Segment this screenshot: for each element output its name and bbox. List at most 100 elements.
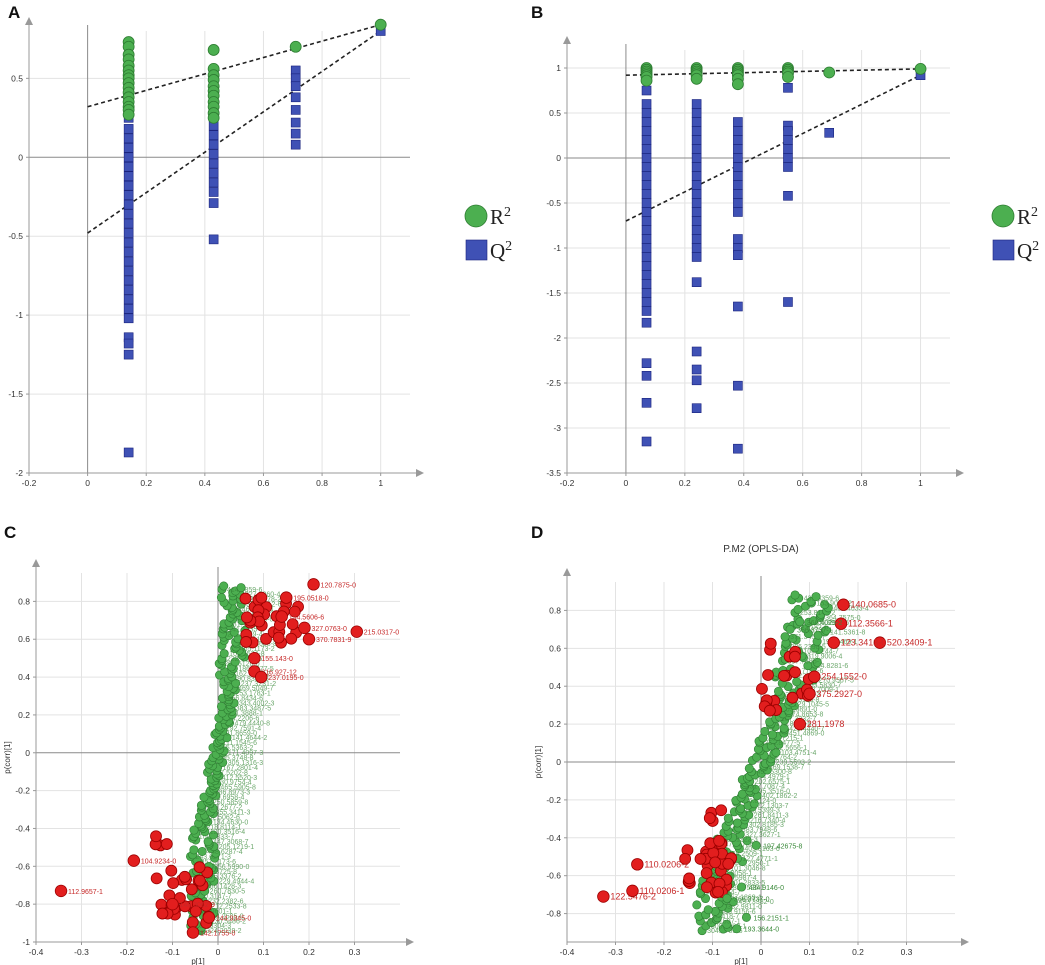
labeled-variable-point xyxy=(803,687,816,700)
variable-label: 250.5859-8 xyxy=(213,800,249,807)
significant-variable-point xyxy=(700,881,713,894)
variable-label: 302.8185-3 xyxy=(749,822,785,829)
labeled-variable-label: 156.2151-1 xyxy=(753,915,789,922)
variable-label: 400.9156-6 xyxy=(720,909,756,916)
q2-marker xyxy=(733,443,743,454)
significant-variable-point xyxy=(712,885,724,898)
panel-label: A xyxy=(8,3,20,22)
y-tick-label: -0.5 xyxy=(546,198,561,208)
labeled-variable-point xyxy=(631,858,644,871)
q2-marker xyxy=(691,162,702,172)
q2-marker xyxy=(123,247,134,257)
q2-marker xyxy=(733,380,743,391)
y-tick-label: 0.6 xyxy=(18,634,30,644)
variable-label: 171.4097-3 xyxy=(228,750,264,757)
x-tick-label: -0.3 xyxy=(608,947,623,957)
q2-marker xyxy=(783,126,793,136)
panel-b: B -0.2 0 0.2 0.4 0.6 0.8 1 -3.5 -3 -2.5 -2 -1.5 -1 -0.… xyxy=(531,3,1039,488)
y-tick-label: 0.4 xyxy=(18,672,30,682)
q2-marker xyxy=(641,252,652,262)
labeled-variable-point xyxy=(741,912,751,922)
y-tick-label: -3 xyxy=(553,423,561,433)
significant-variable-point xyxy=(178,870,191,883)
variable-label: 111.1545-6 xyxy=(223,740,257,747)
variable-point xyxy=(216,593,226,603)
y-tick-label: -0.2 xyxy=(15,786,30,796)
panel-label: B xyxy=(531,3,543,22)
q2-marker xyxy=(783,135,793,145)
variable-label: 295.3516-0 xyxy=(755,788,791,795)
q2-marker xyxy=(208,198,219,208)
x-tick-label: -0.2 xyxy=(657,947,672,957)
variable-point xyxy=(230,657,240,667)
q2-marker xyxy=(123,190,134,200)
q2-marker xyxy=(641,306,652,316)
variable-label: 451.4869-0 xyxy=(789,731,825,738)
legend-r2-label: R2 xyxy=(1017,205,1038,229)
x-axis-arrow xyxy=(416,469,424,477)
labeled-variable-label: 215.0317-0 xyxy=(364,630,400,637)
variable-label: 479.4440-8 xyxy=(235,720,271,727)
variable-point xyxy=(820,600,830,610)
q2-marker xyxy=(691,198,702,208)
variable-label: 218.8114-1 xyxy=(207,824,242,831)
labeled-variable-label: 110.0206-2 xyxy=(644,859,689,869)
x-tick-label: 0.2 xyxy=(140,478,152,488)
variable-point xyxy=(219,581,229,591)
variable-label: 324.2039-2 xyxy=(206,928,242,935)
significant-variable-point xyxy=(239,592,252,605)
variable-label: 237.3231-2 xyxy=(241,681,277,688)
q2-marker xyxy=(208,130,219,140)
labeled-variable-point xyxy=(202,911,216,924)
variable-label: 129.1045-5 xyxy=(794,702,830,709)
legend-r2-marker xyxy=(464,204,488,228)
x-tick-label: -0.2 xyxy=(120,947,135,957)
panel-label: D xyxy=(531,523,543,542)
variable-label: 474.8653-8 xyxy=(788,711,824,718)
q2-marker xyxy=(641,189,652,199)
q2-marker xyxy=(691,189,702,199)
y-tick-label: -0.4 xyxy=(15,823,30,833)
variable-label: 216.7340-4 xyxy=(750,817,786,824)
variable-label: 141.5361-8 xyxy=(830,629,866,636)
labeled-variable-label: 281.1978 xyxy=(807,719,845,729)
legend-q2-marker xyxy=(992,239,1015,261)
variable-label: 153.9038-2 xyxy=(816,601,852,608)
labeled-variable-point xyxy=(732,924,742,934)
labeled-variable-point xyxy=(722,893,732,903)
labeled-variable-point xyxy=(166,897,179,911)
regression-line-r2 xyxy=(87,23,381,108)
q2-marker xyxy=(208,177,219,188)
x-tick-label: 0 xyxy=(624,478,629,488)
variable-label: 149.2058-1 xyxy=(717,870,753,877)
variable-label: 127.2677-2 xyxy=(207,804,243,811)
variable-label: 229.4944-4 xyxy=(219,879,255,886)
x-tick-label: 0.8 xyxy=(856,478,868,488)
q2-marker xyxy=(123,209,134,219)
variable-label: 395.3748-8 xyxy=(218,755,254,762)
labeled-variable-point xyxy=(127,854,141,867)
y-axis-title: p(corr)[1] xyxy=(3,741,12,773)
x-tick-label: -0.4 xyxy=(29,947,44,957)
q2-marker xyxy=(290,105,301,115)
variable-label: 442.9182-6 xyxy=(793,625,829,632)
x-tick-label: 0.2 xyxy=(679,478,691,488)
y-axis-title: p(corr)[1] xyxy=(534,746,543,778)
x-tick-label: 0.6 xyxy=(797,478,809,488)
x-tick-label: -0.4 xyxy=(560,947,575,957)
q2-marker xyxy=(691,243,702,253)
labeled-variable-label: 142.1755-0 xyxy=(200,931,236,938)
y-tick-label: 0.5 xyxy=(549,108,561,118)
labeled-variable-label: 366.4025-2 xyxy=(807,620,843,627)
q2-marker xyxy=(691,99,702,109)
variable-label: 467.1869-1 xyxy=(727,894,763,901)
variable-label: 141.4644-2 xyxy=(232,735,268,742)
variable-label: 260.7830-5 xyxy=(210,889,246,896)
y-tick-label: 1 xyxy=(556,63,561,73)
labeled-variable-point xyxy=(834,617,848,630)
q2-marker xyxy=(641,216,652,226)
y-tick-label: -1.5 xyxy=(546,288,561,298)
q2-marker xyxy=(733,301,743,312)
variable-label: 351.8477-5 xyxy=(765,740,801,747)
